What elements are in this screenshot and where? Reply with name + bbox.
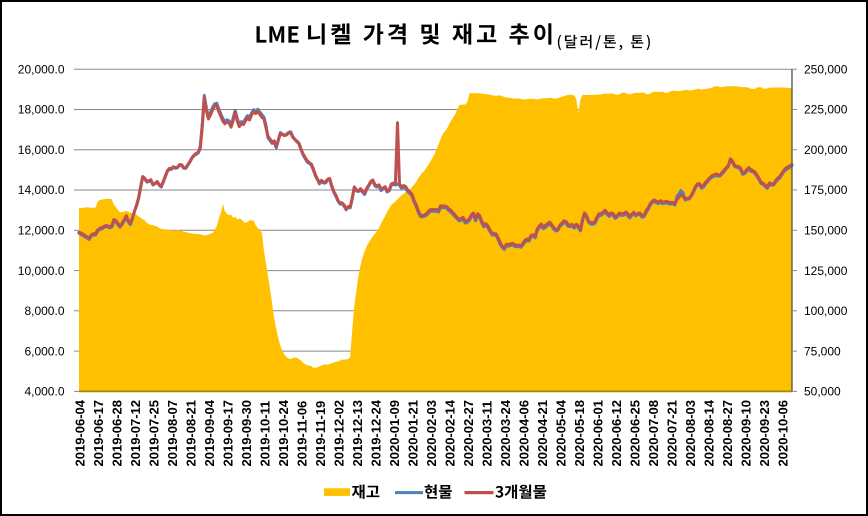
svg-text:18,000.0: 18,000.0	[18, 103, 65, 117]
svg-text:2019-07-12: 2019-07-12	[128, 400, 143, 467]
svg-text:6,000.0: 6,000.0	[24, 344, 64, 358]
svg-text:2020-06-12: 2020-06-12	[609, 400, 624, 467]
svg-text:2019-10-24: 2019-10-24	[276, 399, 291, 466]
svg-text:100,000: 100,000	[804, 304, 848, 318]
svg-text:2020-08-14: 2020-08-14	[701, 399, 716, 466]
svg-text:2020-02-14: 2020-02-14	[443, 399, 458, 466]
svg-text:2019-08-21: 2019-08-21	[184, 400, 199, 467]
svg-text:250,000: 250,000	[804, 62, 848, 76]
svg-text:2019-12-02: 2019-12-02	[332, 400, 347, 467]
svg-text:2020-01-21: 2020-01-21	[406, 400, 421, 467]
svg-text:8,000.0: 8,000.0	[24, 304, 64, 318]
svg-text:2020-01-09: 2020-01-09	[387, 400, 402, 467]
svg-text:2020-07-08: 2020-07-08	[646, 400, 661, 467]
svg-text:2020-08-27: 2020-08-27	[720, 400, 735, 467]
svg-text:2019-11-19: 2019-11-19	[313, 401, 328, 467]
svg-text:10,000.0: 10,000.0	[18, 264, 65, 278]
svg-text:225,000: 225,000	[804, 103, 848, 117]
svg-text:2020-07-21: 2020-07-21	[664, 400, 679, 467]
svg-text:2020-02-03: 2020-02-03	[424, 400, 439, 467]
svg-text:2020-05-04: 2020-05-04	[553, 399, 568, 466]
svg-text:14,000.0: 14,000.0	[18, 183, 65, 197]
svg-text:200,000: 200,000	[804, 143, 848, 157]
svg-text:2020-06-25: 2020-06-25	[627, 400, 642, 467]
svg-text:2019-09-04: 2019-09-04	[202, 399, 217, 466]
svg-text:2019-10-11: 2019-10-11	[258, 401, 273, 467]
svg-text:175,000: 175,000	[804, 183, 848, 197]
svg-text:2020-04-21: 2020-04-21	[535, 400, 550, 467]
svg-text:2019-09-17: 2019-09-17	[221, 400, 236, 467]
svg-text:150,000: 150,000	[804, 224, 848, 238]
svg-text:2019-08-07: 2019-08-07	[165, 400, 180, 467]
svg-text:2020-03-11: 2020-03-11	[480, 401, 495, 467]
svg-text:4,000.0: 4,000.0	[24, 385, 64, 399]
svg-text:2020-10-06: 2020-10-06	[775, 400, 790, 467]
svg-text:20,000.0: 20,000.0	[18, 62, 65, 76]
svg-text:2020-09-23: 2020-09-23	[757, 400, 772, 467]
svg-text:2020-03-24: 2020-03-24	[498, 399, 513, 466]
svg-text:2019-07-25: 2019-07-25	[147, 400, 162, 467]
svg-text:2019-11-06: 2019-11-06	[295, 401, 310, 467]
svg-text:16,000.0: 16,000.0	[18, 143, 65, 157]
svg-text:2019-06-04: 2019-06-04	[73, 399, 88, 466]
svg-text:2019-12-24: 2019-12-24	[369, 399, 384, 466]
svg-text:2020-06-01: 2020-06-01	[590, 400, 605, 467]
svg-text:2020-05-18: 2020-05-18	[572, 400, 587, 467]
svg-text:2020-04-06: 2020-04-06	[517, 400, 532, 467]
svg-text:75,000: 75,000	[804, 344, 841, 358]
svg-text:2019-09-30: 2019-09-30	[239, 400, 254, 467]
svg-text:2019-06-17: 2019-06-17	[91, 400, 106, 467]
svg-text:2019-12-13: 2019-12-13	[350, 400, 365, 467]
svg-text:2020-09-10: 2020-09-10	[738, 400, 753, 467]
svg-text:12,000.0: 12,000.0	[18, 224, 65, 238]
svg-text:125,000: 125,000	[804, 264, 848, 278]
svg-text:50,000: 50,000	[804, 385, 841, 399]
svg-text:2020-02-27: 2020-02-27	[461, 400, 476, 467]
svg-text:2020-08-03: 2020-08-03	[683, 400, 698, 467]
svg-text:2019-06-28: 2019-06-28	[110, 400, 125, 467]
